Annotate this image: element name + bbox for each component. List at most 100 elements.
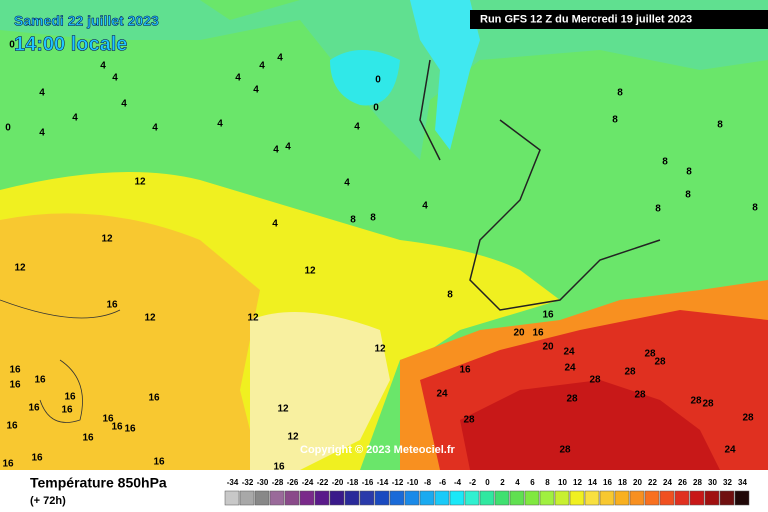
cold-pool [410,0,480,150]
date-label: Samedi 22 juillet 2023 [14,13,159,29]
legend-label: -24 [302,478,314,487]
contour-label: 28 [589,375,601,386]
contour-label: 4 [285,142,291,153]
legend-label: 16 [603,478,612,487]
legend-label: -18 [347,478,359,487]
lead-time: (+ 72h) [30,495,66,507]
legend-swatch [554,490,570,506]
legend-label: -34 [227,478,239,487]
contour-label: 16 [9,365,21,376]
contour-label: 8 [655,204,661,215]
contour-label: 24 [564,363,576,374]
legend-swatch [269,490,285,506]
contour-label: 16 [153,457,165,468]
legend-swatch [239,490,255,506]
legend-label: 20 [633,478,642,487]
contour-label: 12 [144,313,156,324]
legend-label: -14 [377,478,389,487]
legend-label: -8 [424,478,432,487]
legend-swatch [404,490,420,506]
hot-core [460,380,720,470]
warm-region [0,213,260,471]
contour-label: 4 [273,145,279,156]
contour-label: 8 [370,213,376,224]
contour-label: 24 [563,347,575,358]
time-label: 14:00 locale [14,33,127,55]
contour-label: 20 [513,328,525,339]
legend-swatch [614,490,630,506]
contour-label: 28 [702,399,714,410]
legend-label: -6 [439,478,447,487]
contour-label: 28 [624,367,636,378]
contour-label: 16 [31,453,43,464]
legend-label: -10 [407,478,419,487]
legend-label: -26 [287,478,299,487]
contour-label: 4 [272,219,278,230]
legend-label: 12 [573,478,582,487]
contour-label: 8 [686,167,692,178]
legend-swatch [479,490,495,506]
legend-swatch [734,490,750,506]
legend-swatch [524,490,540,506]
legend-label: -32 [242,478,254,487]
contour-label: 0 [5,123,11,134]
contour-label: 4 [39,88,45,99]
legend-label: 14 [588,478,597,487]
contour-label: 20 [542,342,554,353]
contour-label: 16 [64,392,76,403]
contour-label: 28 [690,396,702,407]
legend-swatch [569,490,585,506]
legend-swatch [374,490,390,506]
contour-label: 16 [148,393,160,404]
contour-label: 4 [100,61,106,72]
legend-label: 24 [663,478,672,487]
copyright: Copyright © 2023 Meteociel.fr [300,444,456,456]
legend-swatch [359,490,375,506]
contour-label: 16 [28,403,40,414]
legend-label: -22 [317,478,329,487]
contour-label: 24 [436,389,448,400]
contour-label: 16 [6,421,18,432]
contour-label: 16 [82,433,94,444]
legend-label: -2 [469,478,477,487]
contour-label: 16 [2,459,14,470]
contour-label: 8 [662,157,668,168]
contour-label: 8 [752,203,758,214]
contour-label: 28 [566,394,578,405]
legend-swatch [644,490,660,506]
run-box [470,10,768,29]
contour-label: 4 [277,53,283,64]
legend-swatch [254,490,270,506]
contour-label: 16 [542,310,554,321]
contour-label: 4 [152,123,158,134]
contour-label: 4 [39,128,45,139]
legend-swatch [449,490,465,506]
legend-swatch [704,490,720,506]
legend-swatch [464,490,480,506]
legend-label: -16 [362,478,374,487]
contour-label: 28 [644,349,656,360]
contour-label: 8 [612,115,618,126]
legend-swatch [494,490,510,506]
contour-label: 16 [273,462,285,473]
contour-label: 28 [559,445,571,456]
legend-label: 28 [693,478,702,487]
legend-label: -12 [392,478,404,487]
contour-label: 12 [134,177,146,188]
contour-label: 8 [617,88,623,99]
legend-label: 34 [738,478,747,487]
legend-swatch [509,490,525,506]
contour-label: 8 [447,290,453,301]
contour-label: 16 [61,405,73,416]
contour-line [0,299,121,423]
contour-label: 8 [350,215,356,226]
contour-label: 12 [374,344,386,355]
legend-swatch [674,490,690,506]
legend-label: 30 [708,478,717,487]
contour-label: 4 [344,178,350,189]
legend-swatch [599,490,615,506]
legend-label: 4 [515,478,520,487]
contour-label: 16 [102,414,114,425]
contour-label: 28 [654,357,666,368]
